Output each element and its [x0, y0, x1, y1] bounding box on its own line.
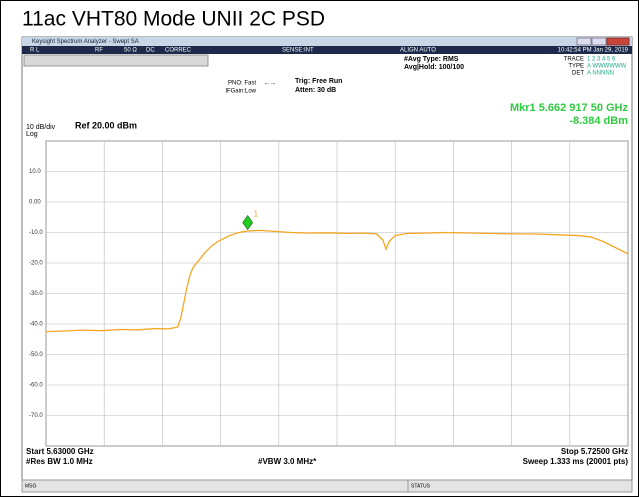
- stop-freq: Stop 5.72500 GHz: [561, 447, 628, 456]
- page-title: 11ac VHT80 Mode UNII 2C PSD: [22, 8, 325, 31]
- trace-nums: 1 2 3 4 5 6: [587, 57, 616, 63]
- title-bar: [22, 37, 632, 46]
- y-tick-label: -60.0: [29, 383, 43, 389]
- atten: Atten: 30 dB: [295, 87, 336, 94]
- det-value: A NNNNN: [587, 71, 614, 77]
- y-tick-label: -70.0: [29, 413, 43, 419]
- sweep: Sweep 1.333 ms (20001 pts): [523, 457, 629, 466]
- y-tick-label: -10.0: [29, 230, 43, 236]
- det-label: DET: [572, 71, 584, 77]
- ifgain: IFGain:Low: [225, 89, 256, 95]
- type-value: A WWWWWW: [587, 64, 627, 70]
- per-div: 10 dB/div: [26, 124, 56, 131]
- msg: MSG: [25, 483, 37, 489]
- trace: [45, 229, 629, 333]
- impedance: 50 Ω: [124, 48, 137, 54]
- avg-hold: Avg|Hold: 100/100: [404, 64, 464, 71]
- rbw: #Res BW 1.0 MHz: [26, 457, 93, 466]
- y-tick-label: -50.0: [29, 352, 43, 358]
- y-tick-label: 10.0: [29, 169, 41, 175]
- close-button[interactable]: [606, 37, 630, 46]
- maximize-button[interactable]: [591, 37, 607, 46]
- ref-level: Ref 20.00 dBm: [75, 120, 137, 130]
- y-tick-label: -40.0: [29, 322, 43, 328]
- rf: RF: [95, 48, 103, 54]
- y-tick-label: 0.00: [29, 200, 41, 206]
- y-tick-label: -20.0: [29, 261, 43, 267]
- status: STATUS: [411, 483, 431, 489]
- input-box[interactable]: [23, 54, 209, 67]
- marker-freq: Mkr1 5.662 917 50 GHz: [510, 102, 629, 114]
- marker-label: 1: [254, 210, 259, 219]
- avg-type: #Avg Type: RMS: [404, 56, 459, 63]
- vbw: #VBW 3.0 MHz*: [258, 457, 317, 466]
- minimize-button[interactable]: [576, 37, 592, 46]
- coupling: DC: [146, 48, 155, 54]
- sense: SENSE:INT: [282, 48, 314, 54]
- datetime: 10:42:54 PM Jan 29, 2019: [558, 48, 629, 54]
- window-title: Keysight Spectrum Analyzer - Swept SA: [32, 39, 139, 45]
- marker: [242, 215, 254, 231]
- align: ALIGN AUTO: [400, 48, 436, 54]
- pno: PNO: Fast: [228, 81, 256, 87]
- toolbar: [22, 46, 632, 54]
- rl: R L: [30, 48, 40, 54]
- type-label: TYPE: [568, 64, 584, 70]
- arrow: ←→: [264, 81, 276, 87]
- status-bar: [21, 479, 633, 493]
- trace-label: TRACE: [564, 57, 584, 63]
- plot: 10.0 0.00 -10.0 -20.0 -30.0 -40.0 -50.0 -60.0 -7…: [29, 140, 629, 447]
- marker-level: -8.384 dBm: [569, 115, 628, 127]
- trig: Trig: Free Run: [295, 78, 342, 85]
- log: Log: [26, 131, 38, 138]
- start-freq: Start 5.63000 GHz: [26, 447, 94, 456]
- y-tick-label: -30.0: [29, 291, 43, 297]
- correc: CORREC: [165, 48, 192, 54]
